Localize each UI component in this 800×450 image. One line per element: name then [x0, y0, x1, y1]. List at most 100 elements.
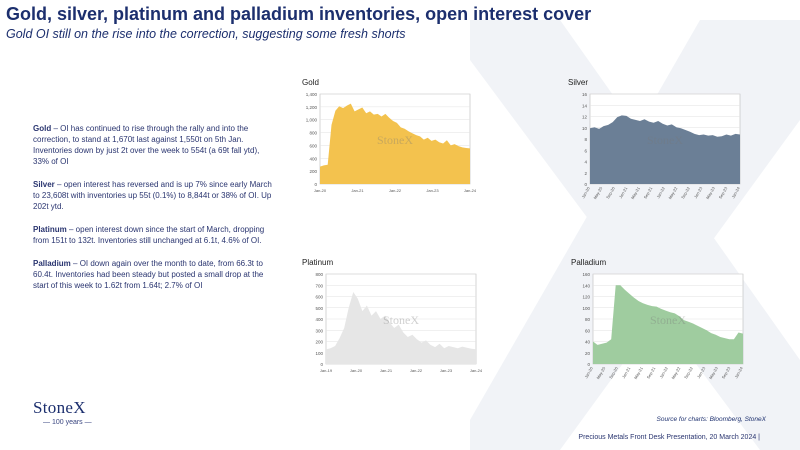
palladium-chart-title: Palladium	[571, 258, 607, 267]
palladium-ytick-label: 0	[587, 362, 590, 367]
palladium-commentary: Palladium – OI down again over the month…	[33, 258, 273, 291]
gold-ytick-label: 0	[314, 182, 317, 187]
silver-xtick-label: Jan-22	[655, 185, 666, 199]
silver-area-series	[590, 115, 740, 184]
silver-ytick-label: 10	[582, 126, 588, 131]
silver-xtick-label: Sep-20	[605, 185, 616, 199]
silver-ytick-label: 4	[584, 160, 587, 165]
platinum-watermark: StoneX	[383, 313, 419, 327]
page-subtitle: Gold OI still on the rise into the corre…	[6, 27, 406, 41]
platinum-commentary: Platinum – open interest down since the …	[33, 224, 273, 246]
palladium-xtick-label: Sep-23	[721, 365, 732, 379]
palladium-xtick-label: May-22	[670, 365, 681, 380]
gold-xtick-label: Jan-20	[314, 188, 327, 193]
platinum-ytick-label: 800	[315, 272, 323, 277]
platinum-chart-svg: 0 100 200 300 400 500 600 700 800 StoneX Jan-19 Jan…	[315, 272, 483, 373]
palladium-xtick-label: Sep-22	[683, 365, 694, 379]
gold-chart-title: Gold	[302, 78, 319, 87]
palladium-ytick-label: 160	[582, 272, 590, 277]
page-title: Gold, silver, platinum and palladium inv…	[6, 4, 592, 24]
platinum-xtick-label: Jan-22	[410, 368, 423, 373]
platinum-ytick-label: 100	[315, 351, 323, 356]
gold-xtick-label: Jan-22	[389, 188, 402, 193]
gold-xtick-label: Jan-24	[464, 188, 477, 193]
platinum-ytick-label: 500	[315, 306, 323, 311]
platinum-ytick-label: 700	[315, 283, 323, 288]
platinum-chart: Platinum 0 100 200 300 400 500 600 700 800 StoneX…	[296, 256, 486, 386]
platinum-xtick-label: Jan-20	[350, 368, 363, 373]
palladium-ytick-label: 120	[582, 295, 590, 300]
silver-xtick-label: Sep-22	[680, 185, 691, 199]
silver-chart-title: Silver	[568, 78, 589, 87]
silver-label: Silver	[33, 180, 55, 189]
silver-ytick-label: 8	[584, 137, 587, 142]
silver-ytick-label: 6	[584, 148, 587, 153]
platinum-ytick-label: 200	[315, 340, 323, 345]
palladium-chart: Palladium 0 20 40 60 80 100 120 140 160 StoneX Jan…	[563, 256, 753, 386]
platinum-ytick-label: 0	[320, 362, 323, 367]
logo-subtitle: — 100 years —	[43, 419, 92, 426]
source-note: Source for charts: Bloomberg, StoneX	[656, 416, 766, 423]
platinum-ytick-label: 400	[315, 317, 323, 322]
gold-xtick-label: Jan-23	[426, 188, 439, 193]
silver-ytick-label: 12	[582, 115, 588, 120]
silver-watermark: StoneX	[647, 133, 683, 147]
gold-ytick-label: 400	[309, 156, 317, 161]
gold-ytick-label: 200	[309, 169, 317, 174]
silver-xtick-label: Sep-23	[718, 185, 729, 199]
silver-xtick-label: May-23	[705, 185, 716, 200]
silver-ytick-label: 2	[584, 171, 587, 176]
footer-text: Precious Metals Front Desk Presentation,…	[578, 434, 760, 441]
palladium-ytick-label: 40	[585, 340, 591, 345]
platinum-xtick-label: Jan-24	[470, 368, 483, 373]
palladium-xtick-label: Sep-20	[608, 365, 619, 379]
silver-ytick-label: 16	[582, 92, 588, 97]
stonex-logo: StoneX — 100 years —	[33, 398, 92, 426]
silver-xtick-label: Sep-21	[643, 185, 654, 199]
silver-chart: Silver 0 2 4 6 8 10 12 14 16 StoneX Jan-20 May-20 Se…	[560, 76, 750, 206]
palladium-ytick-label: 60	[585, 328, 591, 333]
gold-text: – OI has continued to rise through the r…	[33, 124, 260, 166]
platinum-area-series	[326, 292, 476, 364]
silver-xtick-label: Jan-20	[580, 185, 591, 199]
palladium-watermark: StoneX	[650, 313, 686, 327]
logo-wordmark: StoneX	[33, 398, 86, 417]
gold-area-series	[320, 103, 470, 184]
silver-xtick-label: Jan-23	[693, 185, 704, 199]
gold-commentary: Gold – OI has continued to rise through …	[33, 123, 273, 167]
silver-xtick-label: Jan-21	[618, 185, 629, 199]
palladium-label: Palladium	[33, 259, 71, 268]
palladium-area-series	[593, 285, 743, 364]
silver-xtick-label: Jan-24	[730, 185, 741, 199]
commentary-panel: Gold – OI has continued to rise through …	[33, 123, 273, 303]
platinum-xtick-label: Jan-23	[440, 368, 453, 373]
palladium-xtick-label: May-23	[708, 365, 719, 380]
palladium-text: – OI down again over the month to date, …	[33, 259, 264, 290]
silver-ytick-label: 0	[584, 182, 587, 187]
platinum-label: Platinum	[33, 225, 67, 234]
platinum-xtick-label: Jan-21	[380, 368, 393, 373]
silver-xtick-label: May-21	[630, 185, 641, 200]
gold-chart: Gold 0 200 400 600 800 1,000 1,200 1,400 StoneX J…	[290, 76, 480, 206]
gold-ytick-label: 1,200	[306, 105, 318, 110]
gold-ytick-label: 1,000	[306, 118, 318, 123]
palladium-xtick-label: Jan-22	[658, 365, 669, 379]
palladium-ytick-label: 20	[585, 351, 591, 356]
silver-text: – open interest has reversed and is up 7…	[33, 180, 272, 211]
platinum-ytick-label: 300	[315, 328, 323, 333]
palladium-ytick-label: 140	[582, 283, 590, 288]
palladium-xtick-label: Jan-20	[583, 365, 594, 379]
gold-ytick-label: 1,400	[306, 92, 318, 97]
gold-watermark: StoneX	[377, 133, 413, 147]
palladium-xtick-label: Jan-21	[621, 365, 632, 379]
silver-xtick-label: May-20	[592, 185, 603, 200]
platinum-chart-title: Platinum	[302, 258, 334, 267]
gold-label: Gold	[33, 124, 52, 133]
palladium-xtick-label: May-20	[595, 365, 606, 380]
palladium-ytick-label: 80	[585, 317, 591, 322]
gold-xtick-label: Jan-21	[351, 188, 364, 193]
gold-ytick-label: 800	[309, 131, 317, 136]
palladium-xtick-label: May-21	[633, 365, 644, 380]
